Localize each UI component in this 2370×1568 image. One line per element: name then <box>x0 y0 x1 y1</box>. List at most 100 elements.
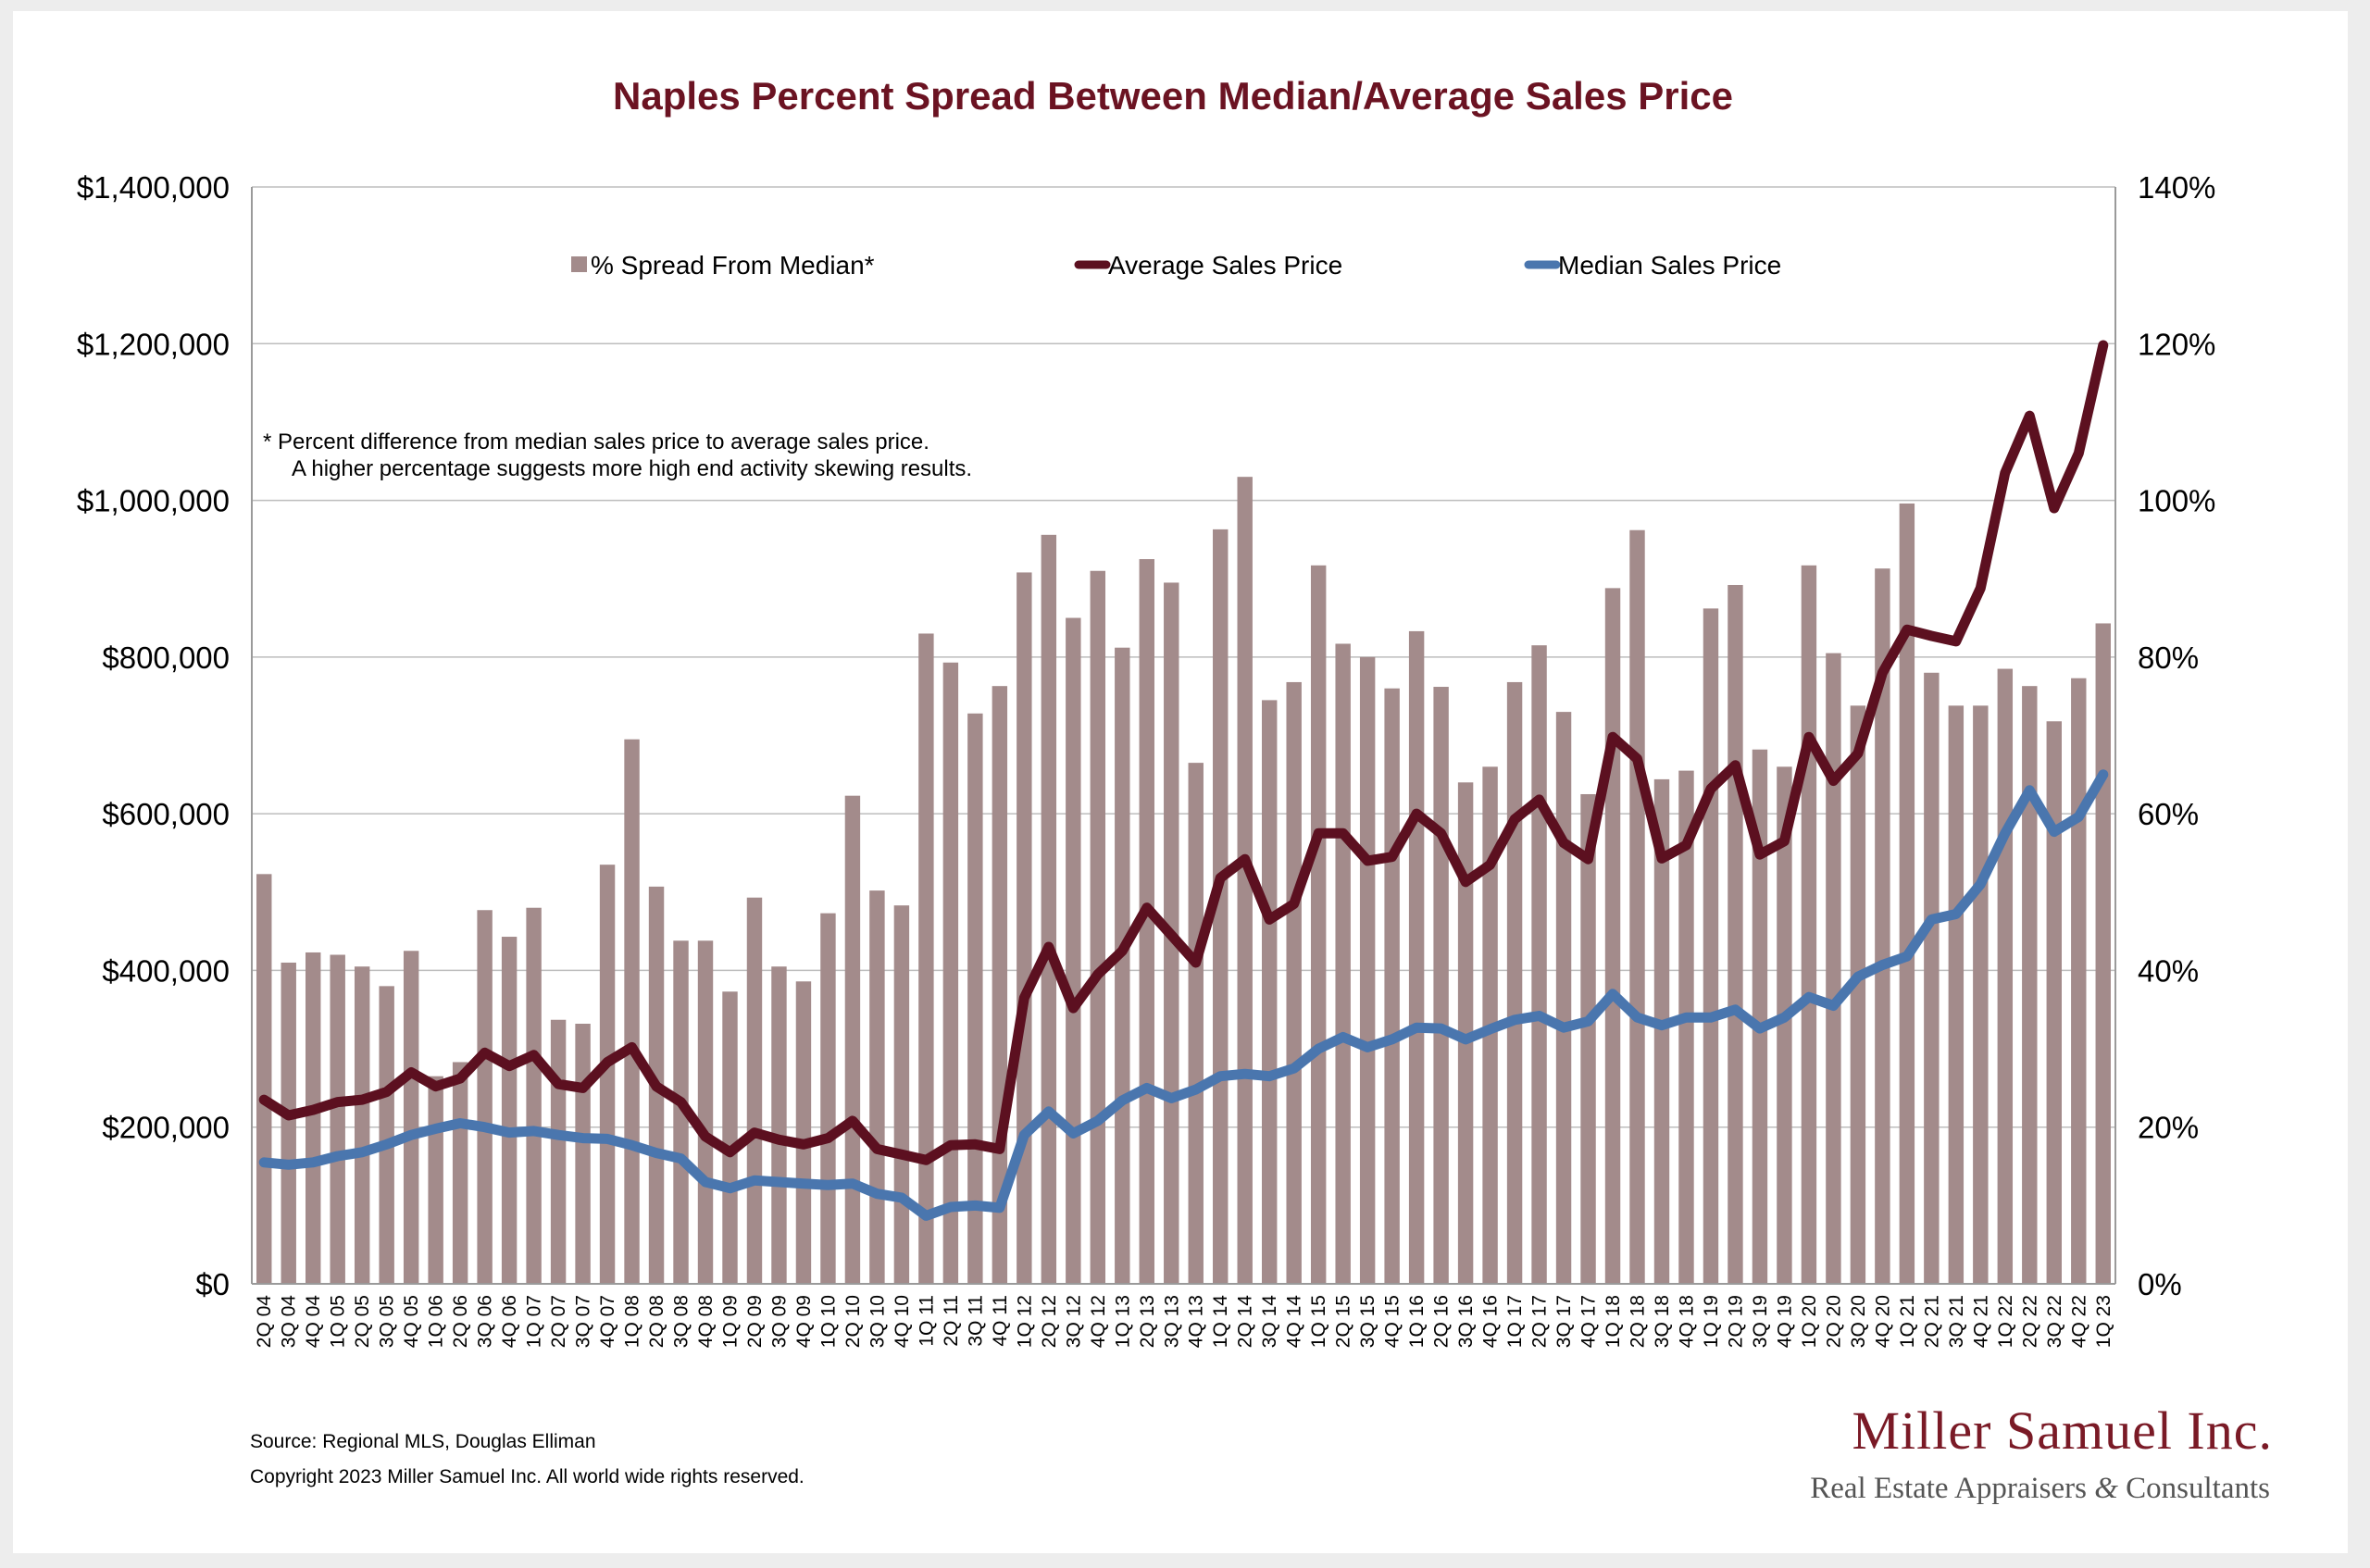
spread-bar <box>452 1062 468 1284</box>
x-tick-label: 2Q 08 <box>646 1295 667 1348</box>
legend-swatch-spread <box>571 256 587 272</box>
spread-bar <box>1629 529 1645 1284</box>
spread-bar <box>771 966 787 1284</box>
x-tick-label: 4Q 17 <box>1578 1295 1600 1348</box>
x-tick-label: 2Q 17 <box>1529 1295 1551 1348</box>
spread-bar <box>1066 617 1081 1284</box>
spread-bar <box>624 739 640 1284</box>
right-axis-ticks: 0% 20% 40% 60% 80% 100% 120% 140% <box>2138 170 2215 1301</box>
x-tick-label: 1Q 10 <box>817 1295 839 1348</box>
spread-bar <box>428 1076 443 1284</box>
spread-bar <box>820 913 836 1284</box>
spread-bar <box>1506 681 1523 1284</box>
x-tick-label: 3Q 11 <box>965 1295 986 1347</box>
company-logo: Miller Samuel Inc. Real Estate Appraiser… <box>1810 1400 2273 1505</box>
spread-bar <box>1899 503 1915 1284</box>
spread-bar <box>1139 559 1154 1284</box>
spread-bar <box>2046 721 2062 1284</box>
left-tick-label: $800,000 <box>102 641 230 675</box>
x-tick-label: 4Q 18 <box>1677 1295 1698 1348</box>
x-tick-label: 3Q 05 <box>377 1295 398 1348</box>
spread-bar <box>1875 568 1890 1284</box>
axes <box>251 187 2116 1285</box>
spread-bar <box>1948 705 1965 1284</box>
spread-bar <box>1261 700 1278 1284</box>
x-tick-label: 2Q 13 <box>1137 1295 1158 1348</box>
spread-bar <box>575 1023 591 1284</box>
spread-bar <box>746 897 763 1284</box>
left-tick-label: $0 <box>195 1267 230 1301</box>
spread-bar <box>526 907 542 1284</box>
legend-label-average: Average Sales Price <box>1108 251 1342 280</box>
x-tick-label: 4Q 20 <box>1872 1295 1893 1348</box>
x-tick-label: 3Q 14 <box>1259 1295 1280 1349</box>
legend-label-median: Median Sales Price <box>1558 251 1781 280</box>
price-lines <box>258 340 2109 1221</box>
spread-bar <box>1531 645 1547 1284</box>
x-tick-label: 1Q 18 <box>1603 1295 1624 1348</box>
x-tick-label: 2Q 12 <box>1039 1295 1060 1348</box>
logo-tagline-amp: & <box>2094 1472 2118 1505</box>
spread-bar <box>1041 534 1057 1284</box>
spread-bar <box>256 874 272 1284</box>
x-tick-label: 1Q 15 <box>1308 1295 1329 1348</box>
spread-bar <box>330 954 345 1284</box>
x-tick-label: 2Q 04 <box>254 1295 275 1349</box>
x-tick-label: 3Q 10 <box>867 1295 888 1348</box>
footnote-line-1: * Percent difference from median sales p… <box>263 429 929 454</box>
x-tick-label: 4Q 21 <box>1970 1295 1991 1348</box>
x-tick-label: 1Q 13 <box>1112 1295 1133 1348</box>
spread-bar <box>1555 712 1572 1284</box>
right-tick-label: 0% <box>2138 1267 2182 1301</box>
spread-bar <box>1604 588 1621 1284</box>
spread-bar <box>550 1019 567 1284</box>
x-axis-ticks: 2Q 04 3Q 04 4Q 04 1Q 05 2Q 05 3Q 05 4Q 05 1Q 06… <box>254 1295 2114 1349</box>
x-tick-label: 3Q 08 <box>671 1295 692 1348</box>
x-tick-label: 2Q 15 <box>1333 1295 1354 1348</box>
spread-bar <box>1335 643 1351 1284</box>
x-tick-label: 1Q 06 <box>426 1295 447 1348</box>
right-tick-label: 40% <box>2138 953 2199 988</box>
x-tick-label: 3Q 04 <box>279 1295 300 1349</box>
x-tick-label: 1Q 22 <box>1995 1295 2016 1348</box>
average-price-line <box>258 340 2109 1165</box>
spread-bar <box>1359 656 1376 1284</box>
chart-frame: Naples Percent Spread Between Median/Ave… <box>13 11 2348 1553</box>
x-tick-label: 2Q 20 <box>1823 1295 1844 1348</box>
x-tick-label: 2Q 06 <box>450 1295 471 1348</box>
x-tick-label: 4Q 12 <box>1088 1295 1109 1348</box>
x-tick-label: 4Q 14 <box>1284 1295 1305 1349</box>
x-tick-label: 1Q 14 <box>1210 1295 1231 1349</box>
legend-label-spread: % Spread From Median* <box>591 251 875 280</box>
spread-bars <box>256 477 2111 1284</box>
x-tick-label: 2Q 22 <box>2019 1295 2040 1348</box>
logo-tagline-b: Consultants <box>2118 1472 2270 1505</box>
x-tick-label: 1Q 16 <box>1406 1295 1428 1348</box>
x-tick-label: 4Q 07 <box>597 1295 618 1348</box>
x-tick-label: 4Q 08 <box>695 1295 717 1348</box>
x-tick-label: 4Q 13 <box>1186 1295 1207 1348</box>
x-tick-label: 2Q 14 <box>1235 1295 1256 1349</box>
x-tick-label: 1Q 19 <box>1701 1295 1722 1348</box>
spread-bar <box>1580 793 1596 1284</box>
x-tick-label: 1Q 21 <box>1897 1295 1918 1348</box>
logo-name: Miller Samuel Inc. <box>1852 1400 2273 1461</box>
chart-svg: Naples Percent Spread Between Median/Ave… <box>77 74 2273 1505</box>
left-axis-ticks: $0 $200,000 $400,000 $600,000 $800,000 $1,000… <box>77 170 230 1301</box>
x-tick-label: 4Q 05 <box>401 1295 422 1348</box>
spread-bar <box>501 937 518 1284</box>
spread-bar <box>795 981 812 1284</box>
spread-bar <box>1188 763 1204 1284</box>
spread-bar <box>1850 705 1866 1284</box>
x-tick-label: 3Q 21 <box>1946 1295 1967 1348</box>
x-tick-label: 3Q 17 <box>1553 1295 1575 1348</box>
x-tick-label: 2Q 10 <box>842 1295 864 1348</box>
x-tick-label: 3Q 09 <box>769 1295 791 1348</box>
x-tick-label: 2Q 07 <box>548 1295 569 1348</box>
x-tick-label: 1Q 08 <box>622 1295 643 1348</box>
footnote-line-2: A higher percentage suggests more high e… <box>292 456 972 481</box>
chart-title: Naples Percent Spread Between Median/Ave… <box>613 74 1733 118</box>
left-tick-label: $1,000,000 <box>77 484 230 518</box>
spread-bar <box>844 795 861 1284</box>
spread-bar <box>1678 770 1694 1284</box>
